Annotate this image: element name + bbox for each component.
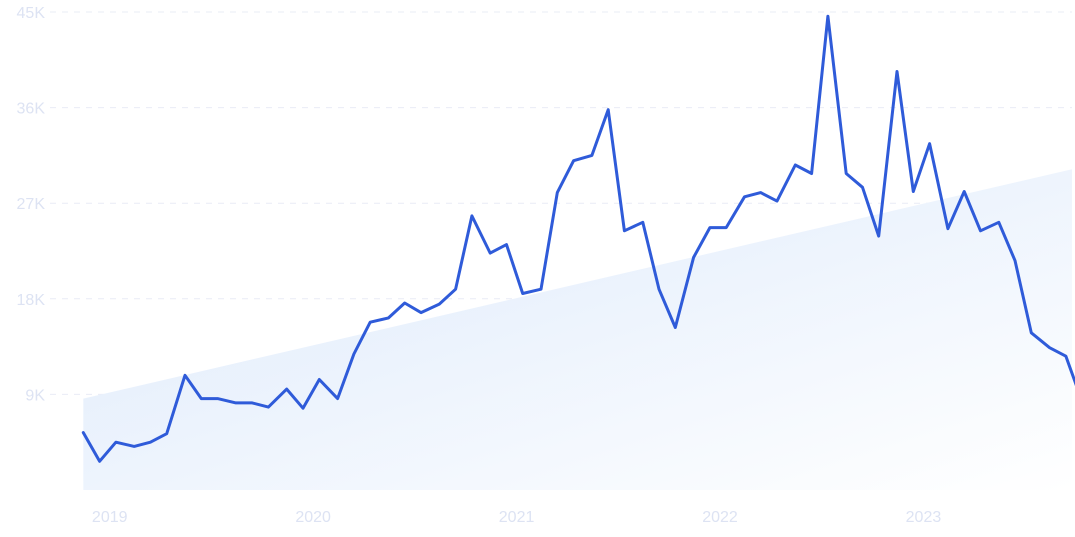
- x-tick-label: 2023: [906, 509, 942, 526]
- x-axis-tick-labels: 2019 2020 2021 2022 2023: [92, 509, 941, 526]
- trend-area: [83, 169, 1073, 490]
- x-tick-label: 2022: [702, 509, 738, 526]
- y-tick-label: 45K: [17, 5, 46, 22]
- y-axis-tick-labels: 9K 18K 27K 36K 45K: [17, 5, 46, 404]
- x-tick-label: 2021: [499, 509, 535, 526]
- y-tick-label: 18K: [17, 292, 46, 309]
- trend-area-fill: [83, 169, 1073, 490]
- series-lines: [81, 14, 1075, 463]
- x-tick-label: 2019: [92, 509, 128, 526]
- series-line: [81, 14, 1075, 463]
- y-tick-label: 36K: [17, 101, 46, 118]
- y-tick-label: 9K: [25, 387, 45, 404]
- y-tick-label: 27K: [17, 196, 46, 213]
- x-tick-label: 2020: [295, 509, 331, 526]
